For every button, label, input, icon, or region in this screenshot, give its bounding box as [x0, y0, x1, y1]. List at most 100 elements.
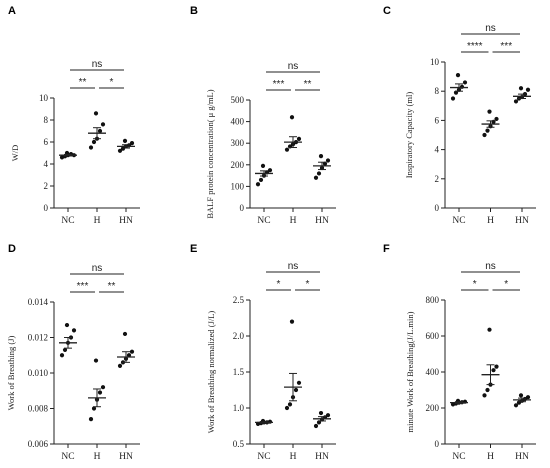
y-axis-label: W/D — [10, 145, 20, 162]
panel-c: C 0 2 4 6 8 10 Inspiratory Capacity (ml) NC H HN **… — [383, 5, 536, 226]
data-point — [71, 328, 77, 333]
significance-label: ** — [79, 77, 87, 88]
y-tick-label: 400 — [426, 367, 440, 377]
y-tick-label: 6 — [44, 137, 49, 147]
data-point — [325, 413, 331, 418]
y-tick-label: 6 — [435, 115, 440, 125]
data-point — [482, 393, 487, 398]
y-axis-label: minute Work of Breathing(J/L.min) — [405, 311, 415, 432]
x-category-label: NC — [452, 452, 465, 462]
x-category-label: HN — [515, 216, 529, 226]
data-point — [525, 87, 531, 92]
data-point — [491, 368, 496, 373]
y-tick-label: 2 — [435, 174, 440, 184]
y-tick-label: 300 — [231, 138, 245, 148]
data-point — [293, 387, 299, 393]
data-point — [129, 349, 135, 354]
y-tick-label: 0 — [435, 203, 440, 213]
x-category-label: HN — [119, 216, 133, 226]
data-point — [518, 86, 524, 91]
data-point — [482, 132, 487, 138]
data-point — [117, 148, 123, 153]
data-point — [267, 419, 273, 424]
y-tick-label: 0.008 — [28, 404, 49, 414]
data-point — [325, 158, 331, 163]
significance-label: ns — [288, 61, 299, 72]
y-tick-label: 400 — [231, 117, 245, 127]
y-tick-label: 0.006 — [28, 439, 49, 449]
x-category-label: NC — [452, 216, 465, 226]
significance-label: * — [504, 279, 508, 290]
significance-label: * — [473, 279, 477, 290]
significance-label: *** — [273, 79, 285, 90]
data-point — [129, 141, 135, 146]
y-axis-label: BALF protein concentration( μ g/mL) — [205, 89, 215, 218]
significance-label: ** — [108, 281, 116, 292]
y-tick-label: 0.5 — [233, 439, 245, 449]
data-point — [296, 136, 302, 141]
data-point — [485, 128, 490, 133]
data-point — [284, 405, 290, 411]
x-category-label: NC — [257, 216, 270, 226]
x-category-label: H — [290, 452, 297, 462]
y-tick-label: 800 — [426, 295, 440, 305]
panel-e: E 0.5 1.0 1.5 2.0 2.5 Work of Breathing normal… — [190, 243, 336, 462]
data-point — [100, 122, 106, 127]
data-point — [289, 115, 295, 120]
data-point — [93, 358, 99, 363]
data-point — [258, 177, 264, 183]
x-category-label: H — [94, 216, 101, 226]
data-point — [64, 322, 70, 328]
data-point — [97, 128, 103, 134]
data-point — [459, 84, 465, 89]
data-point — [318, 154, 324, 159]
data-point — [455, 73, 461, 78]
significance-label: ns — [485, 23, 496, 34]
data-point — [93, 111, 99, 116]
panel-d: D 0.006 0.008 0.010 0.012 0.014 Work of Breath… — [6, 243, 140, 462]
panel-letter: E — [190, 243, 197, 255]
y-tick-label: 100 — [231, 181, 245, 191]
x-category-label: NC — [61, 216, 74, 226]
y-tick-label: 8 — [435, 86, 440, 96]
y-tick-label: 600 — [426, 331, 440, 341]
y-tick-label: 500 — [231, 95, 245, 105]
y-tick-label: 4 — [435, 145, 440, 155]
data-point — [494, 364, 499, 369]
panel-letter: C — [383, 5, 391, 17]
significance-label: * — [277, 279, 281, 290]
y-tick-label: 0.014 — [28, 297, 49, 307]
y-axis-label: Inspiratory Capacity (ml) — [404, 92, 414, 179]
y-tick-label: 10 — [430, 57, 440, 67]
data-point — [62, 347, 68, 353]
data-point — [494, 116, 499, 122]
y-tick-label: 2.0 — [233, 331, 245, 341]
data-point — [117, 363, 123, 368]
data-point — [316, 171, 322, 176]
x-category-label: HN — [315, 452, 329, 462]
significance-label: ns — [485, 261, 496, 272]
data-point — [313, 175, 319, 180]
data-point — [97, 390, 103, 395]
data-point — [122, 331, 128, 337]
x-category-label: HN — [315, 216, 329, 226]
x-category-label: H — [487, 452, 494, 462]
y-axis-label: Work of Breathing normalized (J/L) — [206, 311, 216, 434]
x-category-label: NC — [61, 452, 74, 462]
data-point — [513, 403, 519, 408]
data-point — [59, 353, 65, 358]
data-point — [88, 417, 94, 422]
panel-letter: B — [190, 5, 198, 17]
data-point — [289, 319, 295, 324]
data-point — [284, 147, 290, 152]
y-tick-label: 10 — [39, 93, 49, 103]
data-point — [122, 138, 128, 143]
y-tick-label: 0.010 — [28, 368, 49, 378]
y-tick-label: 1.0 — [233, 403, 245, 413]
y-tick-label: 1.5 — [233, 367, 245, 377]
y-tick-label: 2 — [44, 181, 49, 191]
y-tick-label: 200 — [231, 160, 245, 170]
significance-label: *** — [500, 41, 512, 52]
significance-label: ns — [92, 263, 103, 274]
